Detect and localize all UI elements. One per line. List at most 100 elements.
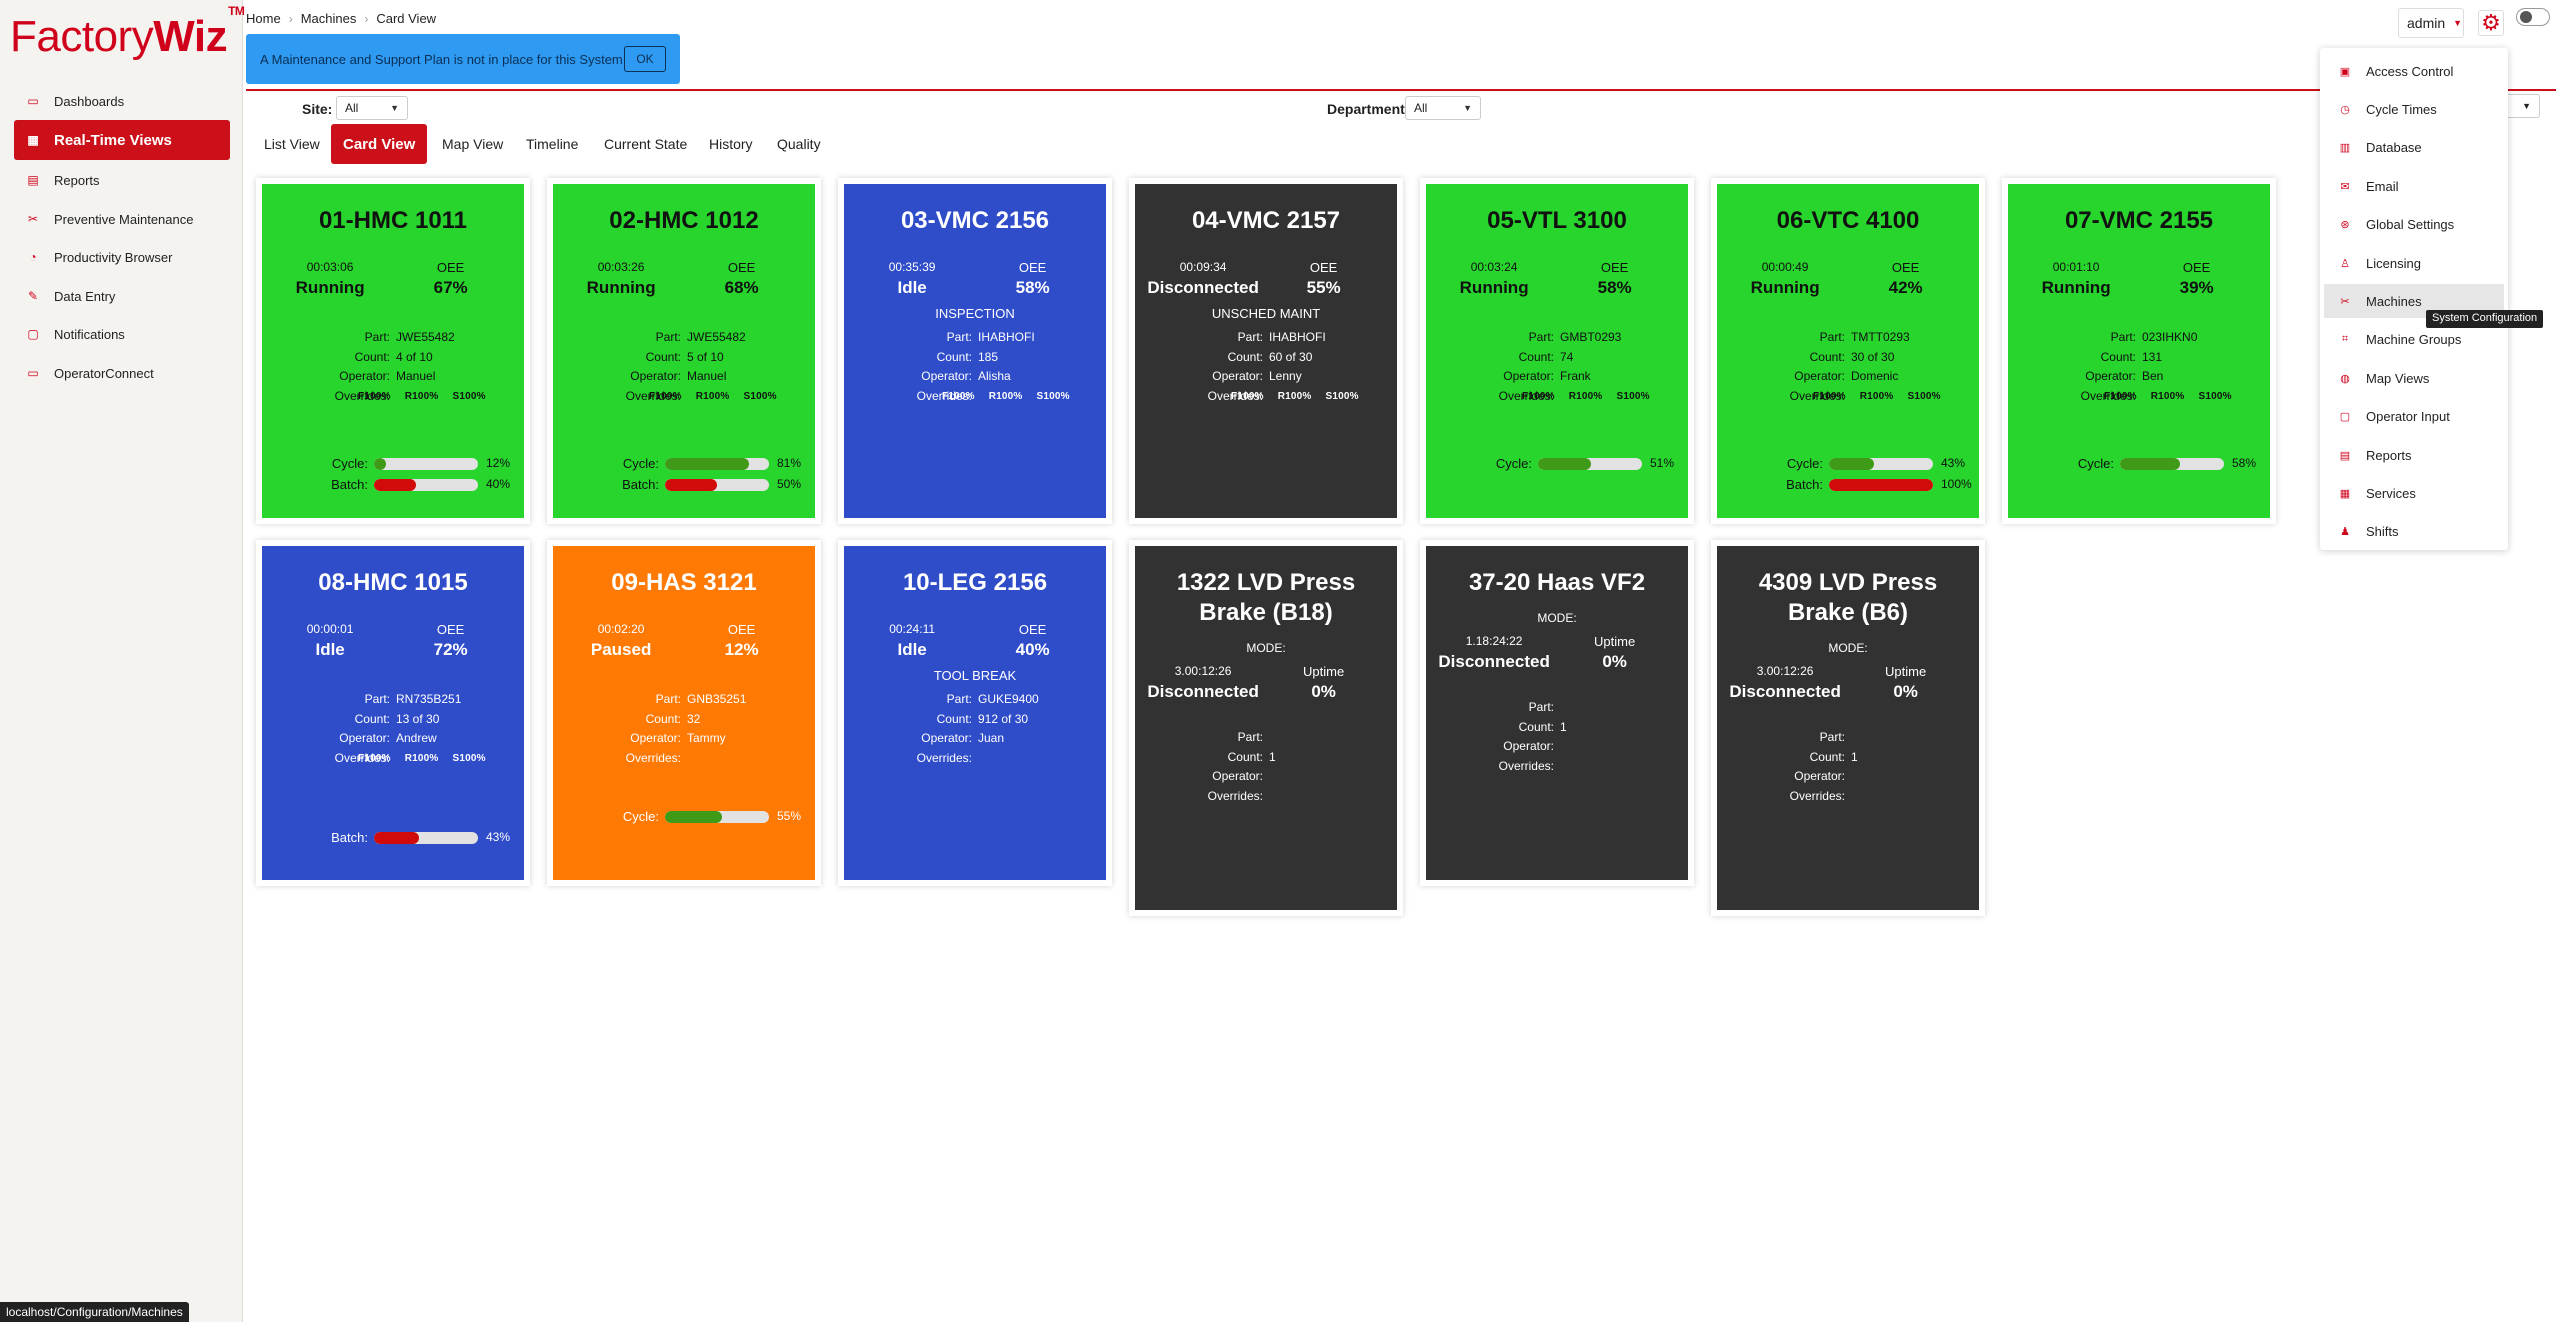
override-value: R100%	[988, 390, 1023, 402]
detail-row-operator: Operator: Andrew	[262, 731, 524, 749]
menu-item-access-control[interactable]: ▣ Access Control	[2324, 54, 2504, 88]
alert-ok-button[interactable]: OK	[624, 46, 666, 72]
tab-current-state[interactable]: Current State	[604, 136, 688, 152]
machine-card[interactable]: 09-HAS 3121 00:02:20 OEE Paused 12% Part: GNB3…	[547, 540, 821, 886]
caret-down-icon: ▼	[390, 103, 399, 113]
oee-value: 67%	[433, 278, 468, 297]
tab-map-view[interactable]: Map View	[442, 136, 504, 152]
machine-card[interactable]: 02-HMC 1012 00:03:26 OEE Running 68% Part: JWE…	[547, 178, 821, 524]
menu-item-database[interactable]: ▥ Database	[2324, 131, 2504, 165]
menu-item-cycle-times[interactable]: ◷ Cycle Times	[2324, 92, 2504, 126]
count-label: Count:	[936, 711, 972, 726]
menu-item-reports[interactable]: ▤ Reports	[2324, 438, 2504, 472]
batch-progress-track	[665, 479, 769, 491]
detail-row-operator: Operator: Juan	[844, 731, 1106, 749]
machine-timer: 00:35:39	[888, 260, 936, 274]
factorywiz-logo[interactable]: FactoryWizTM	[10, 4, 245, 62]
count-label: Count:	[354, 349, 390, 364]
batch-percent: 50%	[777, 477, 802, 491]
theme-toggle[interactable]	[2516, 8, 2550, 26]
department-select[interactable]: All ▼	[1405, 96, 1481, 120]
detail-row-count: Count: 30 of 30	[1717, 350, 1979, 368]
cycle-progress-track	[1538, 458, 1642, 470]
breadcrumb-card-view: Card View	[376, 11, 437, 26]
machine-card[interactable]: 07-VMC 2155 00:01:10 OEE Running 39% Part: 023…	[2002, 178, 2276, 524]
machine-name: 37-20 Haas VF2	[1468, 569, 1646, 596]
machine-mode-label: MODE:	[1828, 641, 1868, 655]
sidebar-item-notifications[interactable]: ▢ Notifications	[14, 315, 230, 353]
machine-card[interactable]: 10-LEG 2156 00:24:11 OEE Idle 40% TOOL BREAK P…	[838, 540, 1112, 886]
site-select[interactable]: All ▼	[336, 96, 408, 120]
batch-percent: 43%	[486, 830, 511, 844]
menu-item-email[interactable]: ✉ Email	[2324, 169, 2504, 203]
machine-name-line: 4309 LVD Press	[1758, 569, 1938, 596]
machine-card[interactable]: 4309 LVD Press Brake (B6) MODE: 3.00:12:26 U…	[1711, 540, 1985, 916]
gear-icon[interactable]: ⚙	[2478, 10, 2504, 36]
operator-value: Juan	[978, 731, 1005, 745]
cycle-progress: Cycle: 43%	[1717, 456, 1979, 474]
envelope-icon: ✉	[2340, 180, 2350, 193]
operator-label: Operator:	[1212, 369, 1263, 383]
sidebar-item-productivity-browser[interactable]: ◔ Productivity Browser	[14, 238, 230, 276]
machine-card[interactable]: 04-VMC 2157 00:09:34 OEE Disconnected 55% UNS…	[1129, 178, 1403, 524]
menu-item-map-views[interactable]: ◍ Map Views	[2324, 361, 2504, 395]
override-value: S100%	[1036, 390, 1070, 402]
tab-history[interactable]: History	[709, 136, 753, 152]
machine-card[interactable]: 01-HMC 1011 00:03:06 OEE Running 67% Part: JWE…	[256, 178, 530, 524]
sidebar-item-preventive-maintenance[interactable]: ✂ Preventive Maintenance	[14, 200, 230, 238]
sidebar-item-label: Dashboards	[54, 93, 125, 109]
override-value: F100%	[1231, 390, 1264, 402]
machine-card[interactable]: 37-20 Haas VF2 MODE: 1.18:24:22 Uptime Disco…	[1420, 540, 1694, 886]
tab-list-view[interactable]: List View	[264, 136, 320, 152]
oee-value: 58%	[1015, 278, 1050, 297]
menu-item-services[interactable]: ▦ Services	[2324, 476, 2504, 510]
tab-card-view[interactable]: Card View	[331, 124, 428, 164]
menu-item-shifts[interactable]: ♟ Shifts	[2324, 515, 2504, 549]
menu-item-operator-input[interactable]: ▢ Operator Input	[2324, 400, 2504, 434]
operator-label: Operator:	[1503, 739, 1554, 753]
machine-card[interactable]: 03-VMC 2156 00:35:39 OEE Idle 58% INSPECTION P…	[838, 178, 1112, 524]
sidebar-item-real-time-views[interactable]: ▦ Real-Time Views	[14, 120, 230, 160]
sidebar-item-data-entry[interactable]: ✎ Data Entry	[14, 277, 230, 315]
operator-label: Operator:	[339, 369, 390, 383]
machine-card[interactable]: 1322 LVD Press Brake (B18) MODE: 3.00:12:26…	[1129, 540, 1403, 916]
breadcrumb-home[interactable]: Home	[246, 11, 281, 26]
batch-progress-fill	[1829, 479, 1933, 491]
sidebar-item-dashboards[interactable]: ▭ Dashboards	[14, 82, 230, 120]
overrides-label: Overrides:	[916, 750, 972, 765]
override-value: F100%	[1522, 390, 1555, 402]
detail-row-operator: Operator: Manuel	[553, 369, 815, 387]
menu-item-label: Machine Groups	[2366, 332, 2462, 348]
tab-quality[interactable]: Quality	[777, 136, 821, 152]
batch-label: Batch:	[622, 477, 659, 492]
machine-card[interactable]: 06-VTC 4100 00:00:49 OEE Running 42% Part: TMT…	[1711, 178, 1985, 524]
machine-name: 01-HMC 1011	[318, 207, 468, 234]
cycle-label: Cycle:	[2077, 456, 2114, 471]
sidebar-item-label: Reports	[54, 172, 100, 188]
detail-row-count: Count: 4 of 10	[262, 350, 524, 368]
breadcrumb-machines[interactable]: Machines	[300, 11, 357, 26]
machine-card[interactable]: 05-VTL 3100 00:03:24 OEE Running 58% Part: GMB…	[1420, 178, 1694, 524]
menu-item-label: Global Settings	[2366, 217, 2455, 233]
cycle-progress-fill	[374, 458, 387, 470]
detail-row-overrides: Overrides:	[1135, 389, 1397, 407]
machine-card[interactable]: 08-HMC 1015 00:00:01 OEE Idle 72% Part: RN735B…	[256, 540, 530, 886]
machine-mode-label: MODE:	[1246, 641, 1286, 655]
override-value: R100%	[1568, 390, 1603, 402]
machine-name: 08-HMC 1015	[318, 569, 468, 596]
menu-item-licensing[interactable]: ♙ Licensing	[2324, 246, 2504, 280]
tab-timeline[interactable]: Timeline	[526, 136, 579, 152]
menu-item-global-settings[interactable]: ⊛ Global Settings	[2324, 208, 2504, 242]
user-menu[interactable]: admin ▼	[2398, 8, 2464, 38]
breadcrumb: Home › Machines › Card View	[246, 11, 436, 26]
count-label: Count:	[645, 711, 681, 726]
menu-item-machine-groups[interactable]: ⌗ Machine Groups	[2324, 323, 2504, 357]
overrides-label: Overrides:	[1207, 388, 1263, 403]
toggle-knob	[2520, 11, 2532, 23]
sidebar-item-operatorconnect[interactable]: ▭ OperatorConnect	[14, 354, 230, 392]
sidebar-item-reports[interactable]: ▤ Reports	[14, 161, 230, 199]
cycle-percent: 81%	[777, 456, 802, 470]
detail-row-operator: Operator: Lenny	[1135, 369, 1397, 387]
detail-row-part: Part: 023IHKN0	[2008, 330, 2270, 348]
override-value: S100%	[452, 390, 486, 402]
